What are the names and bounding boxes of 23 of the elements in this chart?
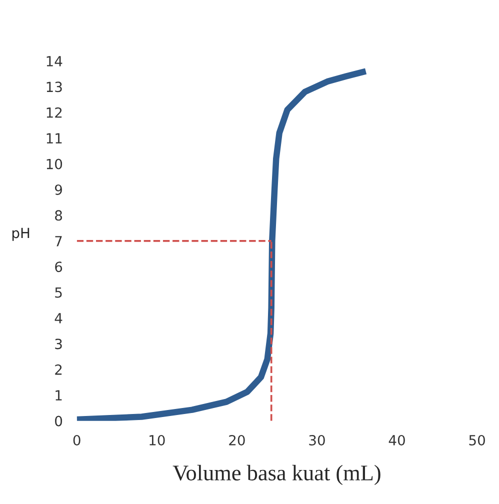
- y-tick-label: 1: [56, 390, 62, 400]
- y-tick-label: 6: [55, 262, 62, 272]
- x-tick-label: 10: [150, 434, 165, 446]
- x-tick-label: 40: [388, 434, 405, 446]
- x-tick-label: 0: [73, 434, 80, 446]
- y-tick-label: 2: [55, 364, 62, 375]
- x-tick-label: 30: [309, 434, 325, 446]
- y-tick-label: 9: [54, 184, 62, 195]
- x-tick-label: 50: [469, 434, 485, 446]
- y-tick-label: 4: [54, 313, 62, 324]
- y-tick-label: 5: [55, 287, 62, 298]
- y-tick-label: 11: [46, 133, 62, 144]
- y-tick-label: 13: [46, 82, 62, 92]
- y-tick-label: 7: [55, 236, 62, 246]
- x-axis-title: Volume basa kuat (mL): [172, 464, 380, 485]
- y-tick-label: 0: [55, 416, 62, 426]
- x-tick-label: 20: [229, 434, 245, 446]
- y-tick-label: 12: [46, 107, 62, 118]
- y-tick-label: 8: [55, 210, 62, 221]
- y-axis-title: pH: [12, 228, 30, 241]
- y-tick-label: 10: [46, 158, 62, 170]
- y-tick-label: 14: [46, 56, 62, 66]
- y-tick-label: 3: [55, 338, 62, 350]
